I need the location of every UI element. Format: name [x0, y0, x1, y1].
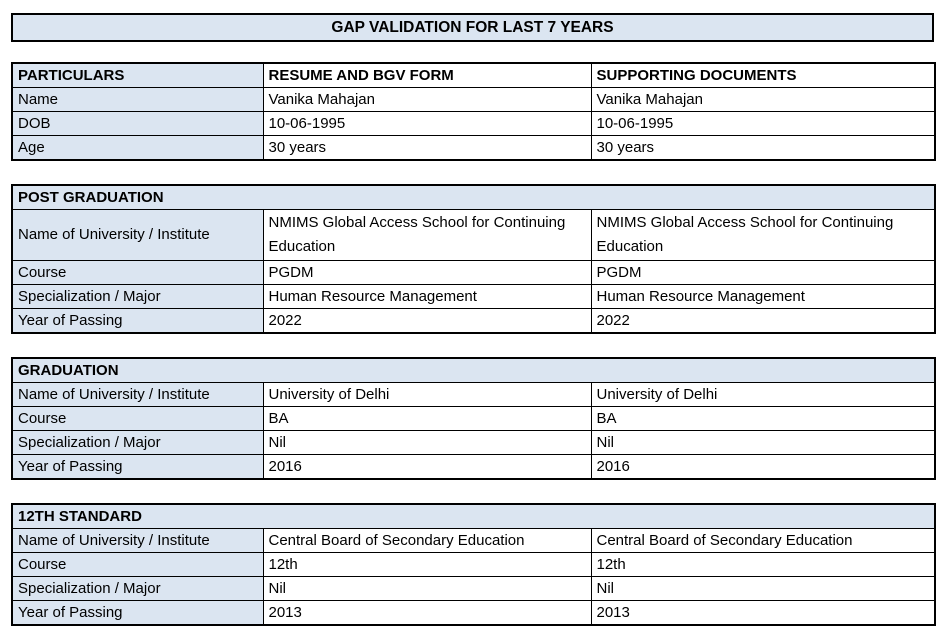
row-label-age: Age — [11, 135, 264, 161]
resume-value-specialization: Nil — [262, 576, 592, 601]
supporting-value-course: 12th — [590, 552, 936, 577]
section-header-row: GRADUATION — [11, 357, 936, 383]
supporting-value-university: University of Delhi — [590, 382, 936, 407]
row-label-university: Name of University / Institute — [11, 209, 264, 261]
table-row-specialization: Specialization / Major Human Resource Ma… — [11, 284, 936, 309]
col-header-resume-bgv: RESUME AND BGV FORM — [262, 62, 592, 88]
graduation-table: GRADUATION Name of University / Institut… — [11, 357, 937, 480]
col-header-particulars: PARTICULARS — [11, 62, 264, 88]
row-label-year: Year of Passing — [11, 454, 264, 480]
table-row-university: Name of University / Institute Central B… — [11, 528, 936, 553]
resume-value-year: 2022 — [262, 308, 592, 334]
resume-value-year: 2013 — [262, 600, 592, 626]
document-title-bar: GAP VALIDATION FOR LAST 7 YEARS — [11, 13, 934, 42]
resume-value-name: Vanika Mahajan — [262, 87, 592, 112]
twelfth-standard-table: 12TH STANDARD Name of University / Insti… — [11, 503, 936, 626]
resume-value-dob: 10-06-1995 — [262, 111, 592, 136]
resume-value-course: 12th — [262, 552, 592, 577]
supporting-value-year: 2013 — [590, 600, 936, 626]
resume-value-age: 30 years — [262, 135, 592, 161]
row-label-dob: DOB — [11, 111, 264, 136]
supporting-value-name: Vanika Mahajan — [590, 87, 936, 112]
col-header-supporting-docs: SUPPORTING DOCUMENTS — [590, 62, 936, 88]
table-row-year: Year of Passing 2013 2013 — [11, 600, 936, 626]
supporting-value-specialization: Nil — [590, 430, 936, 455]
row-label-university: Name of University / Institute — [11, 382, 264, 407]
supporting-value-course: BA — [590, 406, 936, 431]
resume-value-specialization: Nil — [262, 430, 592, 455]
section-header-row: 12TH STANDARD — [11, 503, 936, 529]
resume-value-university: Central Board of Secondary Education — [262, 528, 592, 553]
resume-value-course: BA — [262, 406, 592, 431]
row-label-specialization: Specialization / Major — [11, 430, 264, 455]
row-label-course: Course — [11, 552, 264, 577]
supporting-value-age: 30 years — [590, 135, 936, 161]
supporting-value-year: 2016 — [590, 454, 936, 480]
resume-value-year: 2016 — [262, 454, 592, 480]
supporting-value-course: PGDM — [590, 260, 936, 285]
section-title-graduation: GRADUATION — [11, 357, 936, 383]
supporting-value-specialization: Nil — [590, 576, 936, 601]
table-row-specialization: Specialization / Major Nil Nil — [11, 430, 936, 455]
resume-value-university: NMIMS Global Access School for Continuin… — [262, 209, 592, 261]
table-row-age: Age 30 years 30 years — [11, 135, 936, 161]
supporting-value-year: 2022 — [590, 308, 936, 334]
row-label-name: Name — [11, 87, 264, 112]
section-header-row: POST GRADUATION — [11, 184, 936, 210]
row-label-university: Name of University / Institute — [11, 528, 264, 553]
row-label-year: Year of Passing — [11, 308, 264, 334]
row-label-specialization: Specialization / Major — [11, 576, 264, 601]
section-title-post-graduation: POST GRADUATION — [11, 184, 936, 210]
supporting-value-university: Central Board of Secondary Education — [590, 528, 936, 553]
resume-value-course: PGDM — [262, 260, 592, 285]
table-row-course: Course 12th 12th — [11, 552, 936, 577]
particulars-header-row: PARTICULARS RESUME AND BGV FORM SUPPORTI… — [11, 62, 936, 88]
row-label-course: Course — [11, 260, 264, 285]
supporting-value-university: NMIMS Global Access School for Continuin… — [590, 209, 936, 261]
row-label-course: Course — [11, 406, 264, 431]
particulars-table: PARTICULARS RESUME AND BGV FORM SUPPORTI… — [11, 62, 936, 161]
row-label-specialization: Specialization / Major — [11, 284, 264, 309]
supporting-value-specialization: Human Resource Management — [590, 284, 936, 309]
page-title: GAP VALIDATION FOR LAST 7 YEARS — [331, 18, 614, 36]
section-title-12th-standard: 12TH STANDARD — [11, 503, 936, 529]
post-graduation-table: POST GRADUATION Name of University / Ins… — [11, 184, 936, 334]
table-row-specialization: Specialization / Major Nil Nil — [11, 576, 936, 601]
table-row-year: Year of Passing 2016 2016 — [11, 454, 936, 480]
supporting-value-dob: 10-06-1995 — [590, 111, 936, 136]
resume-value-university: University of Delhi — [262, 382, 592, 407]
table-row-year: Year of Passing 2022 2022 — [11, 308, 936, 334]
table-row-course: Course PGDM PGDM — [11, 260, 936, 285]
table-row-university: Name of University / Institute Universit… — [11, 382, 936, 407]
table-row-dob: DOB 10-06-1995 10-06-1995 — [11, 111, 936, 136]
table-row-name: Name Vanika Mahajan Vanika Mahajan — [11, 87, 936, 112]
table-row-university: Name of University / Institute NMIMS Glo… — [11, 209, 936, 261]
resume-value-specialization: Human Resource Management — [262, 284, 592, 309]
row-label-year: Year of Passing — [11, 600, 264, 626]
table-row-course: Course BA BA — [11, 406, 936, 431]
